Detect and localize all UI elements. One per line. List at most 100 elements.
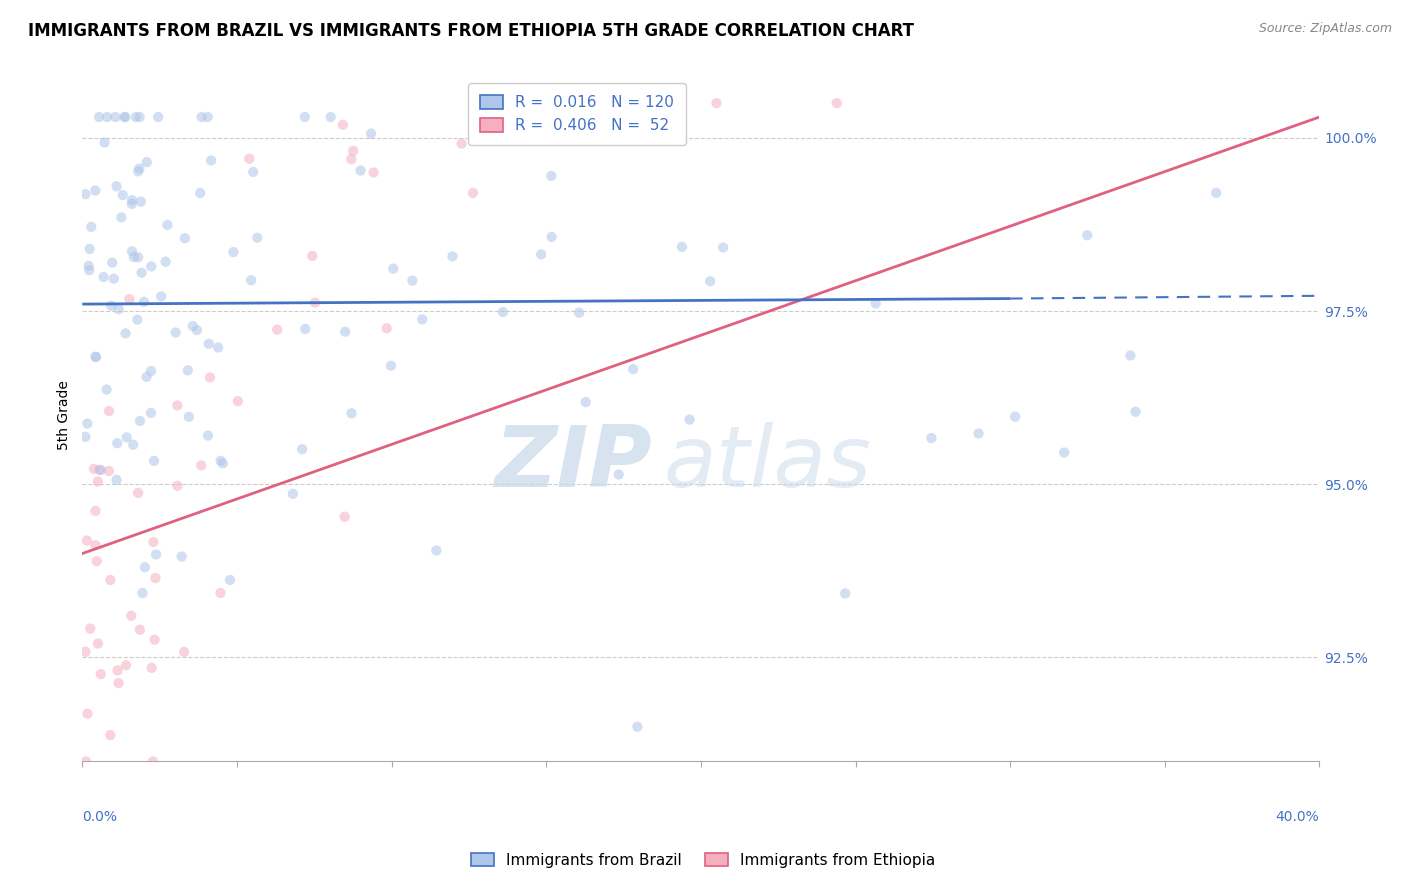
Point [79, 622, 101, 636]
Point [84, 504, 107, 518]
Point [1053, 445, 1076, 459]
Point [340, 406, 363, 420]
Point [200, 153, 222, 168]
Point [84, 184, 107, 198]
Point [128, 623, 150, 637]
Point [581, 98, 603, 112]
Point [825, 96, 848, 111]
Point [349, 163, 371, 178]
Point [87, 110, 110, 124]
Point [173, 231, 195, 245]
Point [291, 442, 314, 457]
Point [333, 325, 356, 339]
Point [1125, 405, 1147, 419]
Point [207, 341, 229, 355]
Text: ZIP: ZIP [494, 422, 651, 505]
Point [90, 463, 112, 477]
Point [319, 110, 342, 124]
Point [143, 632, 166, 647]
Point [242, 165, 264, 179]
Point [967, 426, 990, 441]
Point [129, 194, 152, 209]
Point [75, 645, 97, 659]
Point [101, 255, 124, 269]
Point [127, 486, 149, 500]
Point [238, 152, 260, 166]
Point [75, 755, 97, 769]
Point [540, 169, 562, 183]
Point [84, 350, 107, 364]
Point [142, 755, 165, 769]
Point [128, 110, 150, 124]
Point [170, 549, 193, 564]
Point [122, 438, 145, 452]
Point [127, 312, 149, 326]
Text: atlas: atlas [664, 422, 872, 505]
Point [304, 295, 326, 310]
Point [190, 458, 212, 473]
Point [363, 165, 385, 179]
Point [401, 274, 423, 288]
Point [209, 586, 232, 600]
Point [301, 249, 323, 263]
Point [145, 548, 167, 562]
Point [177, 363, 200, 377]
Point [96, 383, 118, 397]
Point [89, 463, 111, 477]
Point [131, 266, 153, 280]
Point [121, 197, 143, 211]
Point [93, 136, 115, 150]
Point [139, 364, 162, 378]
Point [115, 430, 138, 444]
Point [77, 259, 100, 273]
Point [294, 322, 316, 336]
Point [1076, 228, 1098, 243]
Point [492, 305, 515, 319]
Point [141, 260, 163, 274]
Point [118, 292, 141, 306]
Point [100, 728, 122, 742]
Point [100, 299, 122, 313]
Point [382, 261, 405, 276]
Point [375, 321, 398, 335]
Point [620, 110, 643, 124]
Point [132, 294, 155, 309]
Point [121, 244, 143, 259]
Point [107, 302, 129, 317]
Point [360, 127, 382, 141]
Point [461, 186, 484, 200]
Point [75, 430, 97, 444]
Point [98, 573, 121, 587]
Point [107, 664, 129, 678]
Point [181, 318, 204, 333]
Point [127, 164, 149, 178]
Point [111, 188, 134, 202]
Point [143, 454, 166, 468]
Point [711, 240, 734, 254]
Point [211, 456, 233, 470]
Point [77, 263, 100, 277]
Point [131, 586, 153, 600]
Point [165, 326, 187, 340]
Point [294, 110, 316, 124]
Point [105, 473, 128, 487]
Point [340, 152, 363, 166]
Point [75, 187, 97, 202]
Point [114, 110, 136, 124]
Point [219, 573, 242, 587]
Point [266, 323, 288, 337]
Point [120, 608, 142, 623]
Point [76, 533, 98, 548]
Point [865, 296, 887, 310]
Point [411, 312, 433, 326]
Point [246, 231, 269, 245]
Point [222, 245, 245, 260]
Point [441, 249, 464, 263]
Point [84, 538, 107, 552]
Point [1004, 409, 1026, 424]
Point [87, 475, 110, 489]
Point [626, 720, 648, 734]
Point [129, 414, 152, 428]
Point [76, 706, 98, 721]
Point [90, 667, 112, 681]
